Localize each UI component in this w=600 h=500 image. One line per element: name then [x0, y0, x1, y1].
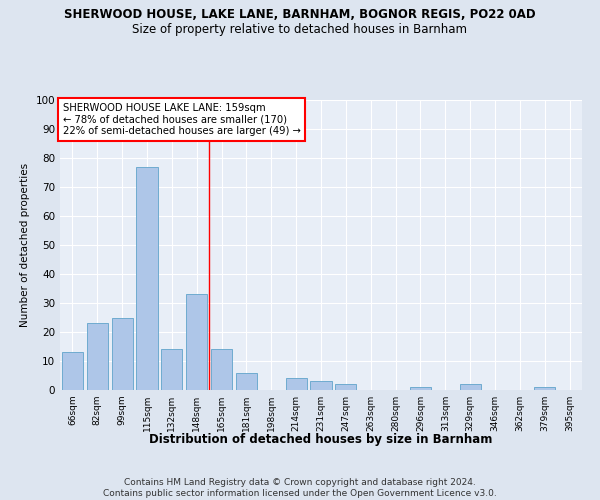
Bar — [310, 382, 332, 390]
Bar — [286, 378, 307, 390]
Bar — [62, 352, 83, 390]
Text: SHERWOOD HOUSE LAKE LANE: 159sqm
← 78% of detached houses are smaller (170)
22% : SHERWOOD HOUSE LAKE LANE: 159sqm ← 78% o… — [62, 103, 301, 136]
Text: Size of property relative to detached houses in Barnham: Size of property relative to detached ho… — [133, 22, 467, 36]
Bar — [211, 350, 232, 390]
Bar — [460, 384, 481, 390]
Bar — [87, 324, 108, 390]
Bar — [534, 387, 555, 390]
Bar — [136, 166, 158, 390]
Bar — [236, 372, 257, 390]
Text: Contains HM Land Registry data © Crown copyright and database right 2024.
Contai: Contains HM Land Registry data © Crown c… — [103, 478, 497, 498]
Bar — [186, 294, 207, 390]
Y-axis label: Number of detached properties: Number of detached properties — [20, 163, 30, 327]
Bar — [161, 350, 182, 390]
Text: SHERWOOD HOUSE, LAKE LANE, BARNHAM, BOGNOR REGIS, PO22 0AD: SHERWOOD HOUSE, LAKE LANE, BARNHAM, BOGN… — [64, 8, 536, 20]
Bar — [410, 387, 431, 390]
Bar — [112, 318, 133, 390]
Bar — [335, 384, 356, 390]
Text: Distribution of detached houses by size in Barnham: Distribution of detached houses by size … — [149, 432, 493, 446]
